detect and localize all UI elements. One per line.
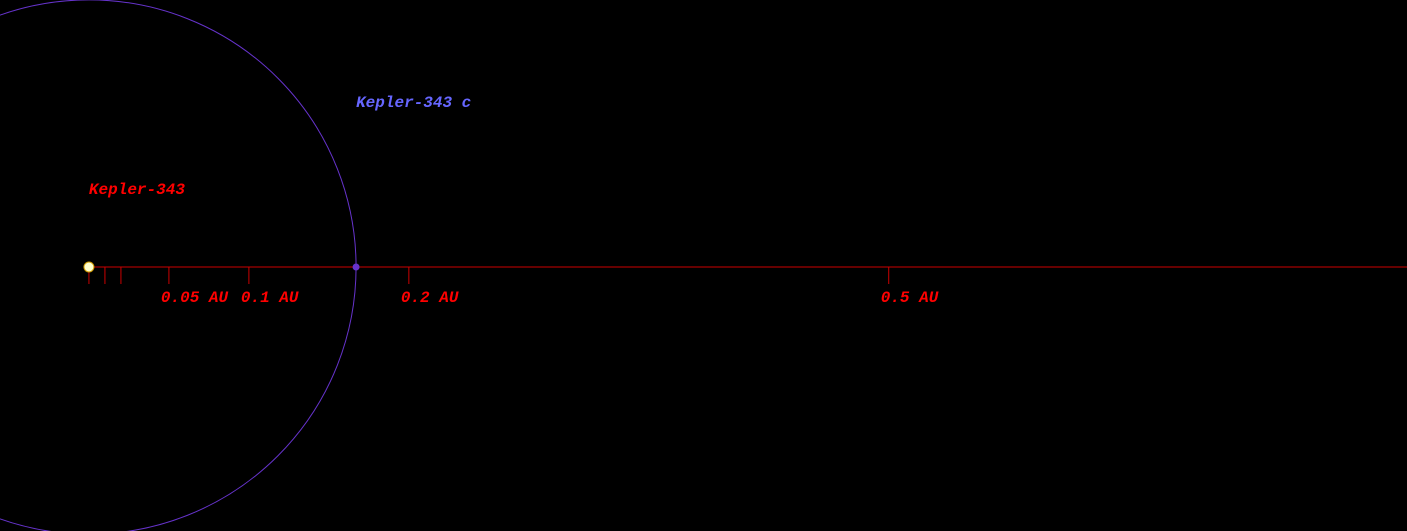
star	[83, 261, 95, 273]
tick-label: 0.5 AU	[881, 289, 939, 307]
tick-label: 0.1 AU	[241, 289, 299, 307]
tick-label: 0.2 AU	[401, 289, 459, 307]
planet	[352, 263, 360, 271]
star-label: Kepler-343	[89, 181, 185, 199]
tick-label: 0.05 AU	[161, 289, 229, 307]
planet-label: Kepler-343 c	[356, 94, 471, 112]
